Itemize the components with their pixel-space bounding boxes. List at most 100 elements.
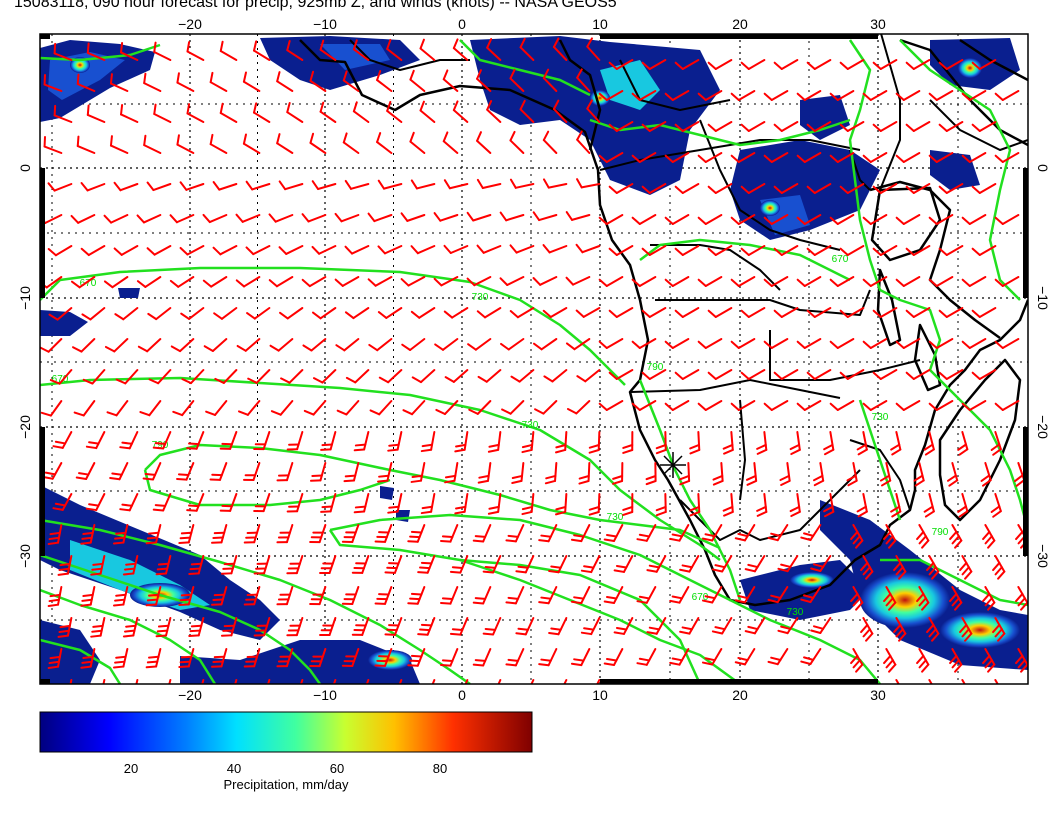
wind-barb — [961, 152, 987, 163]
precip-cell — [740, 560, 870, 620]
coast-top-right — [959, 38, 1028, 82]
wind-barb — [588, 431, 601, 454]
wind-barb — [598, 400, 624, 411]
wind-barb — [532, 276, 558, 286]
wind-barb — [994, 152, 1020, 163]
wind-barb — [497, 679, 502, 684]
wind-barb — [608, 183, 634, 194]
wind-barb — [846, 462, 858, 487]
wind-barb — [674, 183, 700, 194]
wind-barb — [280, 369, 304, 384]
wind-barb — [949, 586, 963, 611]
wind-barb — [722, 431, 734, 455]
wind-barb — [538, 586, 558, 605]
wind-barb — [763, 338, 789, 349]
wind-barb — [186, 493, 205, 512]
wind-barb — [219, 40, 238, 61]
wind-barb — [763, 152, 789, 163]
wind-barb — [309, 524, 327, 544]
wind-barb — [641, 307, 667, 318]
wind-barb — [279, 307, 304, 320]
wind-barb — [341, 586, 360, 605]
lat-tick-label-left: −10 — [17, 286, 33, 310]
wind-barb — [839, 121, 865, 132]
wind-barb — [220, 555, 238, 575]
wind-barb — [548, 555, 568, 574]
contour-label: 670 — [80, 278, 97, 289]
wind-barb — [220, 617, 238, 637]
wind-barb — [409, 69, 426, 92]
wind-barb — [548, 617, 568, 636]
contour-line — [40, 588, 217, 684]
wind-barb — [81, 307, 106, 321]
wind-barb — [982, 524, 996, 549]
wind-barb — [410, 245, 436, 255]
wind-barb — [697, 214, 723, 225]
wind-barb — [47, 648, 63, 669]
wind-barb — [384, 617, 403, 636]
wind-barb — [538, 648, 558, 667]
wind-barb — [740, 183, 766, 194]
contour-label: 790 — [647, 362, 664, 373]
wind-barb — [434, 338, 459, 351]
wind-barb — [669, 648, 690, 666]
wind-barb — [431, 679, 436, 684]
wind-barb — [928, 152, 954, 163]
wind-barb — [555, 493, 568, 516]
wind-barb — [800, 648, 822, 666]
wind-barb — [180, 307, 205, 320]
wind-barb — [443, 244, 469, 254]
wind-barb — [80, 182, 106, 192]
wind-barb — [181, 369, 205, 385]
border — [349, 39, 470, 71]
wind-barb — [242, 71, 261, 92]
wind-barb — [352, 101, 370, 123]
wind-barb — [515, 555, 535, 574]
wind-barb — [336, 400, 360, 416]
wind-barb — [563, 679, 568, 684]
wind-barb — [860, 617, 874, 642]
precip-cell — [118, 288, 140, 298]
wind-barb — [598, 152, 624, 163]
contour-line — [40, 266, 626, 386]
wind-barb — [730, 90, 756, 101]
contour-line — [848, 39, 1028, 531]
wind-barb — [532, 338, 558, 351]
wind-barb — [1015, 586, 1028, 611]
wind-barb — [697, 90, 723, 101]
wind-barb — [509, 244, 535, 254]
wind-barb — [420, 431, 436, 453]
wind-barb — [707, 183, 733, 194]
wind-barb — [608, 369, 634, 380]
wind-barb — [145, 586, 162, 607]
wind-barb — [464, 679, 469, 684]
lat-tick-label-right: 0 — [1035, 164, 1051, 172]
wind-barb — [119, 431, 139, 450]
wind-barb — [146, 245, 172, 256]
wind-barb — [276, 648, 294, 668]
wind-barb — [211, 648, 228, 668]
wind-barb — [916, 648, 930, 673]
border — [629, 379, 841, 399]
precip-cell — [48, 52, 125, 100]
wind-barb — [655, 431, 667, 455]
wind-barb — [142, 462, 162, 481]
axis-tick-labels: −20 −20 −10 −10 0 0 10 10 20 20 30 30 0 0 −10 −10 −20 −20… — [17, 16, 1051, 703]
wind-barb — [850, 524, 864, 549]
wind-barb — [689, 493, 701, 517]
wind-barb — [603, 648, 624, 666]
wind-barb — [47, 245, 73, 257]
wind-barb — [957, 493, 969, 518]
wind-barb — [961, 214, 987, 225]
wind-barb — [730, 152, 756, 163]
wind-barb — [443, 307, 469, 319]
wind-barb — [938, 183, 964, 194]
wind-barb — [576, 68, 591, 92]
wind-barb — [773, 369, 799, 380]
wind-barb — [203, 338, 228, 352]
wind-barb — [86, 42, 106, 61]
wind-barb — [276, 462, 294, 482]
wind-barb — [763, 90, 789, 101]
wind-barb — [419, 100, 436, 123]
wind-barb — [113, 181, 139, 192]
